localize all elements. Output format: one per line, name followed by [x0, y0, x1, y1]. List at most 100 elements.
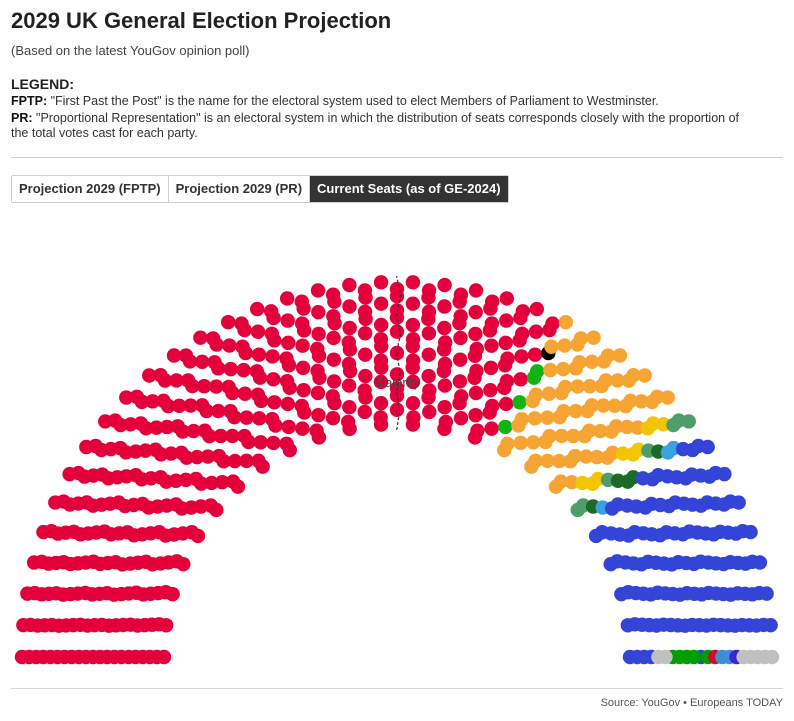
seat: [584, 398, 599, 413]
seat: [235, 339, 250, 354]
seat: [222, 338, 237, 353]
seat: [542, 428, 557, 444]
seat: [156, 393, 171, 409]
seat: [454, 389, 469, 404]
seat: [484, 338, 499, 353]
seat: [310, 283, 326, 298]
seat: [421, 347, 436, 362]
seat: [267, 395, 282, 410]
seat: [129, 585, 144, 600]
seat: [389, 402, 405, 417]
seat: [572, 355, 587, 370]
seat: [203, 498, 218, 513]
seat: [193, 330, 208, 345]
seat: [558, 379, 573, 395]
seat: [197, 423, 212, 438]
seat: [373, 296, 389, 311]
seat-group: [14, 275, 780, 665]
seat: [325, 287, 341, 302]
tab-projection-pr[interactable]: Projection 2029 (PR): [168, 176, 311, 202]
seat: [357, 283, 373, 298]
seat: [73, 617, 88, 633]
seat: [514, 349, 529, 364]
seat: [558, 314, 574, 330]
seat: [596, 398, 611, 413]
seat: [422, 383, 437, 398]
seat: [200, 449, 216, 464]
seat: [357, 326, 373, 341]
seat: [557, 338, 572, 353]
footer-divider: [11, 688, 783, 689]
seat: [295, 360, 311, 376]
parliament-chart: Majority: [14, 275, 780, 665]
seat: [120, 525, 135, 540]
seat: [468, 407, 483, 423]
seat: [341, 356, 357, 372]
seat: [138, 554, 154, 569]
seat: [149, 420, 164, 435]
seat: [294, 316, 310, 331]
seat: [759, 586, 774, 601]
seat: [296, 382, 311, 398]
tab-projection-fptp[interactable]: Projection 2029 (FPTP): [12, 176, 169, 202]
seat: [253, 435, 268, 450]
seat: [225, 474, 241, 489]
seat: [159, 419, 175, 435]
seat: [326, 352, 341, 367]
seat: [266, 372, 281, 387]
seat: [180, 373, 196, 388]
seat: [341, 335, 357, 350]
seat: [543, 362, 558, 378]
seat: [582, 379, 598, 394]
seat: [239, 453, 254, 469]
seat: [295, 421, 310, 436]
seat: [528, 387, 544, 402]
seat: [437, 277, 452, 293]
seat: [421, 326, 437, 341]
seat: [405, 275, 421, 290]
seat: [153, 367, 168, 383]
seat: [237, 386, 253, 401]
seat: [500, 351, 515, 366]
seat: [209, 379, 224, 394]
page-title: 2029 UK General Election Projection: [11, 8, 392, 33]
seat: [311, 407, 326, 423]
seat: [27, 585, 42, 601]
seat: [281, 335, 296, 351]
seat: [188, 471, 204, 487]
seat: [405, 353, 421, 368]
seat: [189, 449, 205, 465]
seat: [166, 348, 182, 363]
seat: [168, 497, 184, 512]
legend-pr: PR: "Proportional Representation" is an …: [11, 111, 751, 141]
tab-current-seats[interactable]: Current Seats (as of GE-2024): [310, 176, 508, 202]
seat: [468, 283, 484, 298]
seat: [593, 423, 608, 439]
seat: [584, 354, 600, 370]
seat: [513, 372, 528, 387]
seat: [169, 373, 184, 388]
seat: [556, 404, 571, 419]
seat: [468, 304, 483, 320]
seat: [342, 299, 357, 314]
seat: [151, 617, 167, 632]
seat: [527, 411, 542, 426]
seat: [227, 453, 243, 469]
seat: [468, 326, 483, 342]
seat: [310, 385, 326, 401]
seat: [610, 373, 625, 388]
seat: [234, 316, 249, 331]
seat: [113, 440, 128, 456]
seat: [195, 398, 210, 413]
seat: [468, 385, 484, 401]
seat: [213, 428, 228, 444]
seat: [221, 379, 236, 395]
seat: [500, 436, 515, 452]
seat: [634, 394, 649, 409]
seat: [279, 373, 295, 389]
header-divider: [11, 157, 783, 158]
seat: [731, 495, 746, 510]
seat: [405, 332, 421, 347]
seat: [97, 524, 112, 539]
seat: [619, 419, 635, 435]
